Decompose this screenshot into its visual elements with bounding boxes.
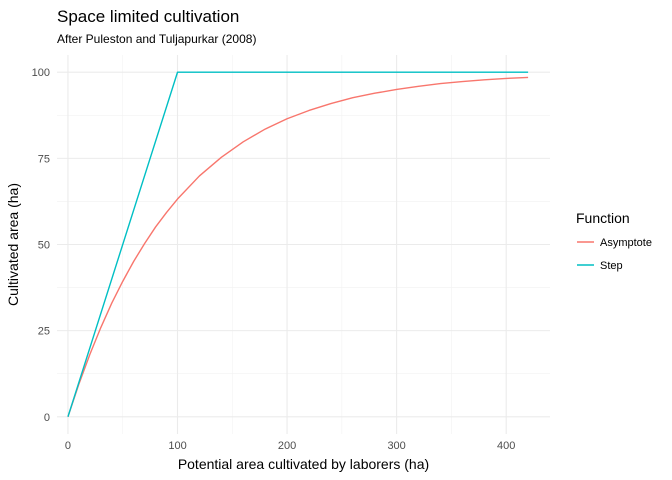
- y-tick-labels: 0 25 50 75 100: [32, 67, 50, 424]
- y-tick-label: 50: [38, 240, 50, 252]
- x-tick-labels: 0 100 200 300 400: [65, 440, 515, 452]
- series-line-step: [67, 71, 529, 417]
- x-axis-title: Potential area cultivated by laborers (h…: [178, 456, 429, 472]
- x-tick-label: 300: [387, 440, 405, 452]
- legend-title: Function: [576, 210, 630, 226]
- chart-subtitle: After Puleston and Tuljapurkar (2008): [57, 32, 256, 46]
- series-lines: [67, 71, 529, 417]
- y-tick-label: 75: [38, 153, 50, 165]
- x-tick-label: 200: [278, 440, 296, 452]
- legend-items: Asymptote Step: [577, 237, 652, 272]
- x-tick-label: 100: [168, 440, 186, 452]
- y-tick-label: 100: [32, 67, 50, 79]
- minor-gridlines: [57, 55, 550, 434]
- x-tick-label: 0: [65, 440, 71, 452]
- legend-label-asymptote: Asymptote: [600, 237, 652, 249]
- series-line-asymptote: [67, 76, 529, 417]
- y-axis-title: Cultivated area (ha): [5, 183, 21, 306]
- y-tick-label: 25: [38, 326, 50, 338]
- x-tick-label: 400: [497, 440, 515, 452]
- legend-label-step: Step: [600, 260, 623, 272]
- chart-title: Space limited cultivation: [57, 7, 239, 26]
- y-tick-label: 0: [44, 412, 50, 424]
- legend: Function Asymptote Step: [576, 210, 652, 272]
